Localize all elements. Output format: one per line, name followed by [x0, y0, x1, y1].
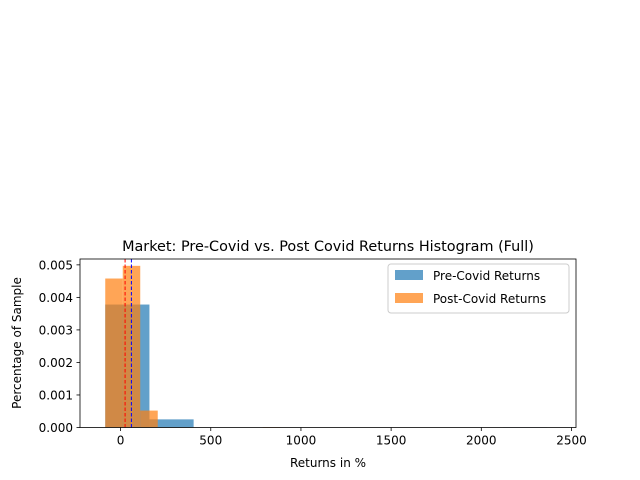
x-tick-label: 500	[199, 434, 222, 448]
legend-label-pre-covid: Pre-Covid Returns	[433, 269, 540, 283]
mean-lines-layer	[124, 259, 132, 428]
y-tick-label: 0.003	[39, 323, 73, 337]
y-tick-label: 0.004	[39, 291, 73, 305]
y-tick-label: 0.000	[39, 421, 73, 435]
legend-frame	[387, 263, 570, 314]
chart-title: Market: Pre-Covid vs. Post Covid Returns…	[122, 239, 534, 255]
x-tick-label: 2500	[556, 434, 587, 448]
bar-post-covid-returns-2	[140, 410, 158, 428]
plot-frame	[79, 258, 577, 428]
x-axis-label: Returns in %	[290, 456, 366, 470]
legend-swatch-post-covid	[395, 293, 423, 303]
bar-post-covid-returns-0	[105, 278, 123, 428]
legend-label-post-covid: Post-Covid Returns	[433, 292, 546, 306]
bar-pre-covid-returns-1	[149, 419, 194, 428]
x-tick-label: 1500	[376, 434, 407, 448]
x-tick-label: 0	[117, 434, 125, 448]
legend: Pre-Covid Returns Post-Covid Returns	[387, 263, 570, 314]
x-axis: 0 500 1000 1500 2000 2500	[117, 427, 587, 448]
x-tick-label: 1000	[286, 434, 317, 448]
legend-swatch-pre-covid	[395, 270, 423, 280]
y-tick-label: 0.001	[39, 388, 73, 402]
y-axis-label: Percentage of Sample	[10, 277, 24, 409]
y-tick-label: 0.005	[39, 258, 73, 272]
y-tick-label: 0.002	[39, 356, 73, 370]
bar-post-covid-returns-1	[122, 265, 141, 428]
bars-layer	[105, 265, 548, 428]
x-tick-label: 2000	[466, 434, 497, 448]
y-axis: 0.000 0.001 0.002 0.003 0.004 0.005	[39, 258, 80, 435]
